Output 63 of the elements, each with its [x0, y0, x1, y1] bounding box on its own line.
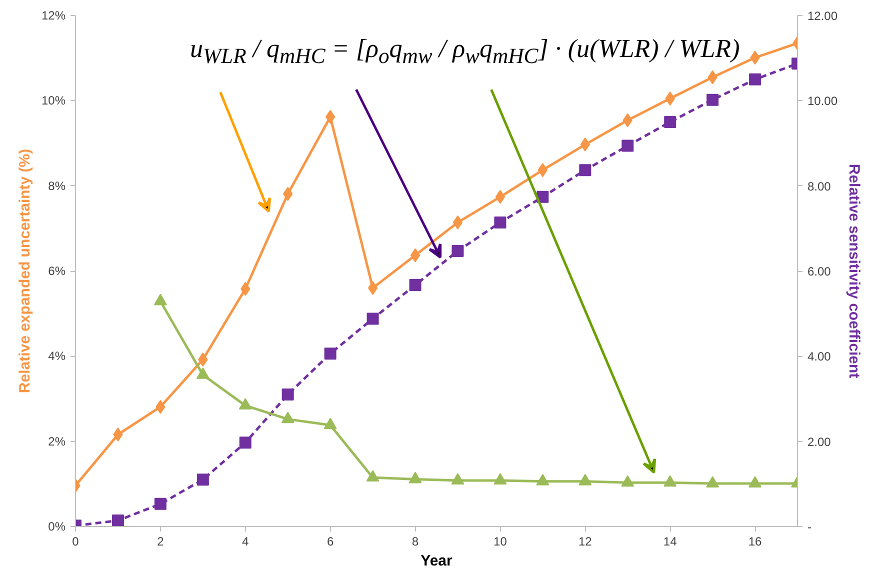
y-tick-label: 6%	[48, 264, 66, 278]
y-axis-title: Relative expanded uncertainty (%)	[16, 148, 34, 394]
x-tick-label: 10	[494, 534, 508, 548]
point	[621, 475, 634, 487]
point	[538, 163, 548, 178]
point	[452, 215, 463, 230]
point	[112, 514, 124, 526]
point	[622, 140, 634, 152]
x-tick-label: 0	[72, 534, 80, 548]
y2-tick-label: 10.00	[808, 94, 838, 108]
point	[536, 474, 550, 486]
point	[281, 412, 294, 424]
x-tick-label: 14	[663, 534, 678, 548]
point	[196, 474, 209, 486]
point	[238, 398, 252, 410]
point	[579, 164, 592, 176]
point	[196, 367, 210, 379]
y2-tick-label: 6.00	[808, 264, 832, 278]
y2-tick-label: 2.00	[808, 434, 832, 449]
point	[282, 388, 294, 400]
point	[154, 294, 167, 306]
y2-tick-label: 12.00	[808, 9, 838, 23]
point	[452, 244, 464, 257]
point	[451, 473, 464, 484]
x-tick-label: 16	[748, 534, 762, 548]
y2-tick-label: -	[808, 520, 812, 534]
text: u$_{WLR}$ / q$_{mHC}$ = [ρ$_{o}$q$_{mw}$ / ρ$_{w}$q$_{mHC}$] · (u(WLR) / WLR)	[190, 34, 740, 68]
x-tick-label: 2	[157, 534, 164, 548]
point	[749, 73, 762, 86]
y-tick-label: 2%	[48, 434, 66, 448]
x-axis-title: Year	[420, 552, 453, 570]
x-tick-label: 6	[326, 534, 334, 548]
point	[408, 472, 422, 484]
point	[325, 110, 336, 124]
point	[409, 279, 422, 292]
point	[664, 475, 677, 487]
x-tick-label: 4	[242, 534, 250, 548]
point	[494, 216, 506, 228]
point	[494, 473, 507, 484]
y-tick-label: 8%	[48, 178, 66, 193]
y-tick-label: 10%	[41, 94, 66, 108]
y2-tick-label: 8.00	[808, 179, 832, 194]
point	[366, 470, 380, 482]
point	[154, 498, 166, 510]
point	[324, 348, 336, 360]
point	[578, 474, 592, 486]
point	[495, 190, 506, 204]
point	[239, 436, 252, 449]
point	[706, 94, 719, 106]
point	[748, 476, 762, 488]
point	[664, 116, 676, 128]
y2-tick-label: 4.00	[808, 350, 832, 364]
y-tick-label: 4%	[48, 349, 66, 364]
x-tick-label: 8	[412, 534, 419, 548]
x-tick-label: 12	[578, 534, 592, 548]
point	[410, 248, 420, 262]
y-tick-label: 0%	[48, 520, 66, 534]
y2-axis-title: Relative sensitivity coefficient	[846, 164, 863, 378]
point	[366, 312, 379, 325]
point	[368, 281, 378, 296]
point	[324, 418, 337, 430]
y-tick-label: 12%	[41, 8, 66, 22]
point	[706, 476, 720, 488]
